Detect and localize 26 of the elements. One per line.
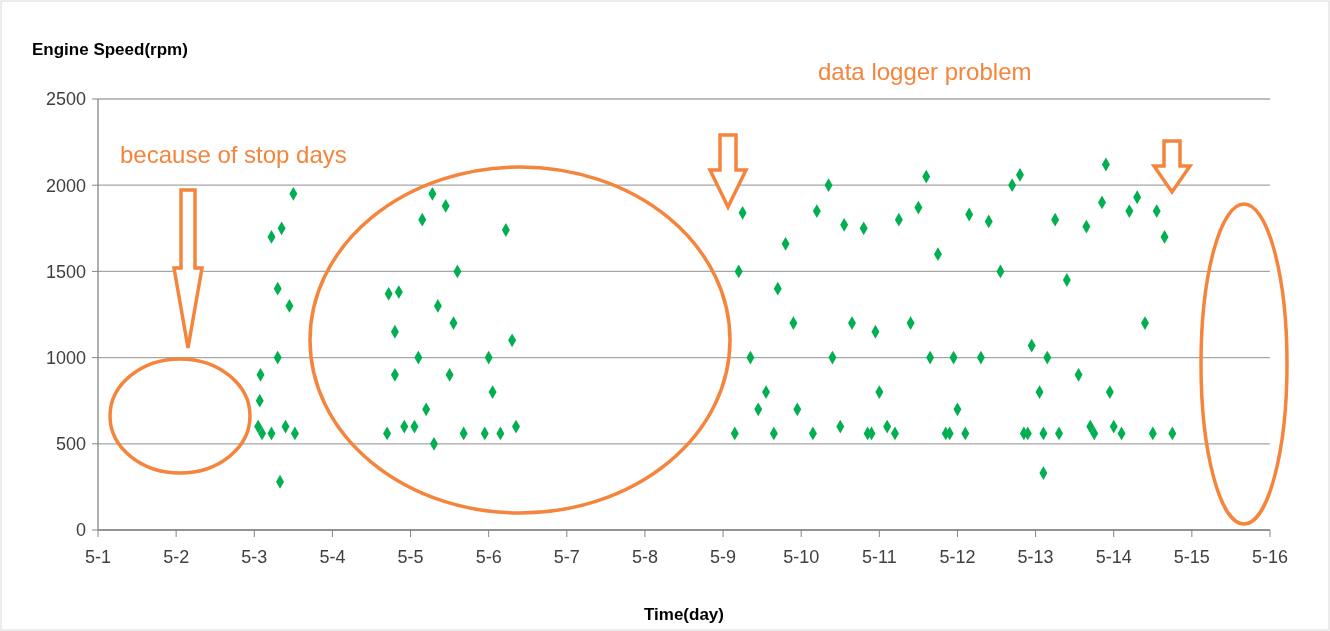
y-tick-label: 1500 bbox=[45, 261, 86, 282]
x-tick-label: 5-9 bbox=[710, 547, 737, 567]
y-tick-label: 1000 bbox=[45, 347, 86, 368]
x-tick-label: 5-10 bbox=[783, 547, 820, 567]
x-tick-label: 5-8 bbox=[631, 547, 658, 567]
x-tick-label: 5-1 bbox=[84, 547, 112, 567]
x-axis-title: Time(day) bbox=[644, 605, 724, 624]
x-tick-label: 5-6 bbox=[475, 547, 502, 567]
x-tick-label: 5-15 bbox=[1173, 547, 1210, 567]
x-tick-label: 5-11 bbox=[861, 547, 897, 567]
x-tick-label: 5-13 bbox=[1017, 547, 1054, 567]
x-tick-label: 5-4 bbox=[319, 547, 346, 567]
y-tick-label: 0 bbox=[75, 520, 86, 541]
y-tick-label: 2500 bbox=[45, 89, 86, 110]
x-tick-label: 5-5 bbox=[397, 547, 424, 567]
x-tick-label: 5-12 bbox=[939, 547, 976, 567]
x-tick-label: 5-7 bbox=[553, 547, 580, 567]
x-tick-label: 5-14 bbox=[1095, 547, 1132, 567]
x-tick-label: 5-2 bbox=[163, 547, 190, 567]
text: data logger problem bbox=[818, 58, 1032, 85]
y-tick-label: 2000 bbox=[45, 175, 86, 196]
x-tick-label: 5-16 bbox=[1251, 547, 1289, 567]
y-axis-title: Engine Speed(rpm) bbox=[32, 40, 188, 59]
y-tick-label: 500 bbox=[55, 434, 86, 455]
annotation: because of stop days bbox=[120, 141, 347, 168]
x-tick-label: 5-3 bbox=[241, 547, 268, 567]
